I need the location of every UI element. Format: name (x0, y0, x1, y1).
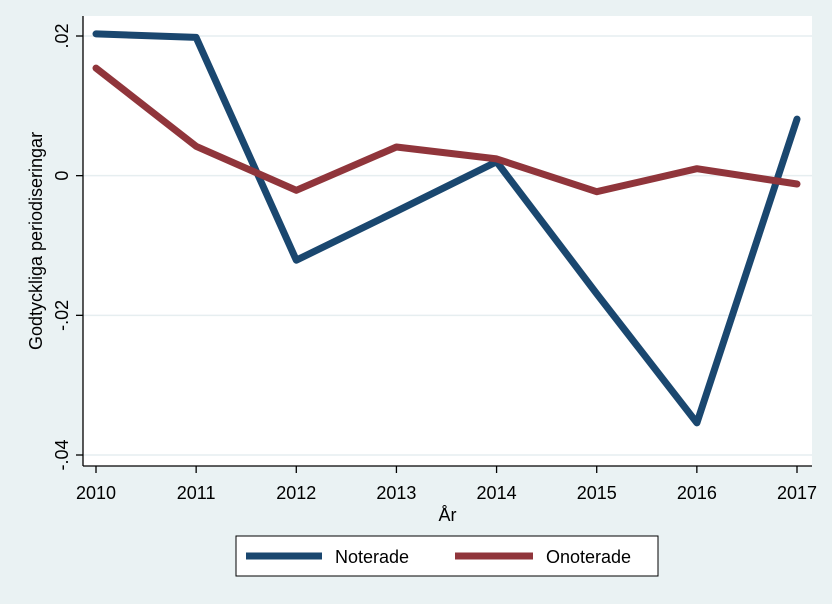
y-tick-label-0: .02 (52, 23, 72, 48)
y-tick-labels: .02 0 -.02 -.04 (52, 23, 72, 470)
y-tick-label-2: -.02 (52, 300, 72, 331)
series-lines (92, 30, 801, 427)
x-tick-labels: 2010 2011 2012 2013 2014 2015 2016 2017 (76, 483, 817, 503)
y-axis-title: Godtyckliga periodiseringar (26, 132, 46, 350)
x-tick-label-7: 2017 (777, 483, 817, 503)
legend-label-noterade: Noterade (335, 547, 409, 567)
x-tick-label-5: 2015 (577, 483, 617, 503)
series-line-onoterade (92, 64, 801, 196)
y-tick-label-3: -.04 (52, 439, 72, 470)
axes (76, 16, 812, 473)
plot-area (83, 16, 812, 466)
series-line-noterade (92, 30, 801, 427)
x-tick-label-4: 2014 (477, 483, 517, 503)
x-tick-label-3: 2013 (376, 483, 416, 503)
legend-label-onoterade: Onoterade (546, 547, 631, 567)
legend: Noterade Onoterade (235, 535, 659, 577)
x-axis-title: År (439, 505, 457, 525)
x-tick-label-2: 2012 (276, 483, 316, 503)
grid-lines (83, 35, 812, 456)
x-tick-label-1: 2011 (177, 483, 216, 503)
x-tick-label-6: 2016 (677, 483, 717, 503)
y-tick-label-1: 0 (52, 171, 72, 181)
x-tick-label-0: 2010 (76, 483, 116, 503)
